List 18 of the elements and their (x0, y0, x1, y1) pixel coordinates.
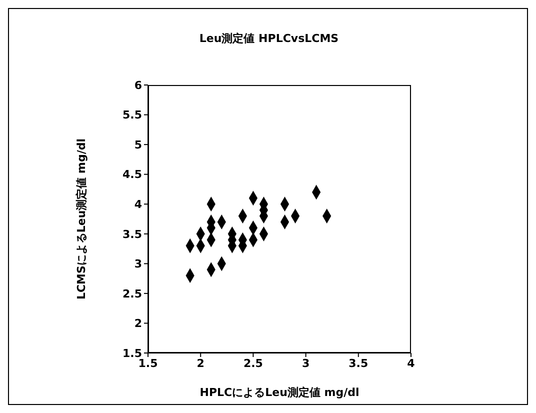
chart-title: Leu測定値 HPLCvsLCMS (198, 31, 340, 46)
y-tick-label: 4 (134, 198, 142, 212)
y-tick-label: 4.5 (122, 168, 142, 182)
y-tick-label: 3 (134, 258, 142, 271)
x-tick-label: 3 (302, 356, 310, 370)
x-tick-label: 2.5 (243, 356, 263, 370)
y-tick-label: 5 (134, 138, 142, 152)
x-tick-label: 2 (196, 356, 204, 370)
y-axis-title: LCMSによるLeu測定値 mg/dl (74, 138, 88, 300)
y-tick-label: 5.5 (122, 108, 142, 122)
y-tick-label: 2.5 (122, 287, 142, 300)
y-tick-label: 2 (134, 317, 142, 330)
x-tick-label: 3.5 (348, 356, 368, 370)
x-tick-label: 4 (407, 356, 416, 370)
x-axis-title: HPLCによるLeu測定値 mg/dl (200, 386, 360, 399)
y-tick-label: 1.5 (122, 346, 142, 360)
y-tick-label: 6 (134, 78, 142, 92)
y-tick-label: 3.5 (122, 228, 142, 241)
